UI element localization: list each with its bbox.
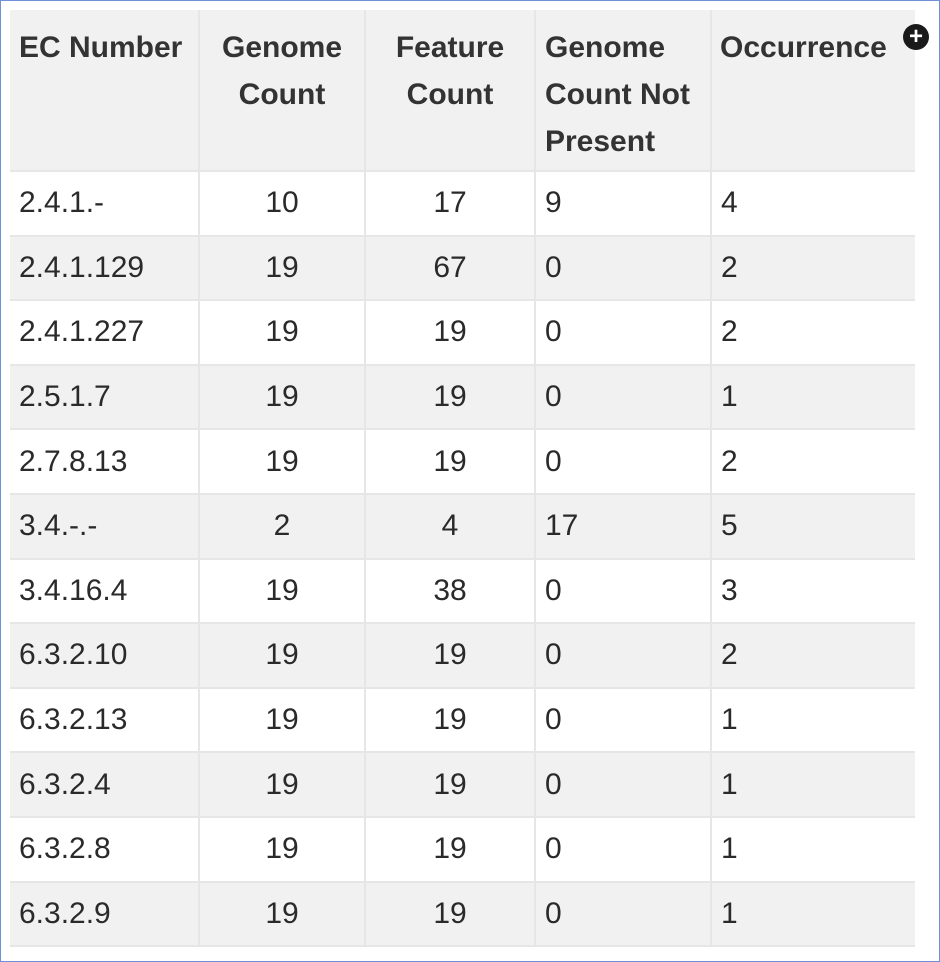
cell-genome-count: 19: [200, 817, 366, 883]
column-header-genome-count-not-present[interactable]: Genome Count Not Present: [536, 10, 712, 172]
cell-occurrence: 2: [712, 236, 915, 302]
cell-occurrence: 5: [712, 494, 915, 560]
plus-circle-icon[interactable]: +: [903, 24, 929, 50]
cell-ec-number: 2.4.1.-: [10, 172, 200, 237]
cell-occurrence: 2: [712, 301, 915, 366]
table-row[interactable]: 2.4.1.- 10 17 9 4: [10, 172, 915, 237]
cell-genome-count: 19: [200, 688, 366, 754]
cell-genome-count: 19: [200, 365, 366, 431]
cell-genome-count-not-present: 0: [536, 817, 712, 883]
table-row[interactable]: 2.5.1.7 19 19 0 1: [10, 365, 915, 431]
cell-genome-count-not-present: 0: [536, 559, 712, 625]
cell-occurrence: 1: [712, 365, 915, 431]
cell-feature-count: 19: [366, 430, 536, 495]
cell-occurrence: 2: [712, 624, 915, 689]
column-header-occurrence[interactable]: Occurrence +: [712, 10, 929, 172]
cell-ec-number: 3.4.-.-: [10, 494, 200, 560]
cell-ec-number: 2.5.1.7: [10, 365, 200, 431]
ec-number-table: EC Number Genome Count Feature Count Gen…: [10, 10, 929, 948]
cell-genome-count: 19: [200, 753, 366, 818]
cell-ec-number: 6.3.2.8: [10, 817, 200, 883]
column-header-ec-number[interactable]: EC Number: [10, 10, 200, 172]
cell-genome-count-not-present: 9: [536, 172, 712, 237]
column-header-genome-count[interactable]: Genome Count: [200, 10, 366, 172]
cell-ec-number: 6.3.2.10: [10, 624, 200, 689]
cell-feature-count: 19: [366, 688, 536, 754]
cell-ec-number: 6.3.2.9: [10, 882, 200, 948]
cell-feature-count: 67: [366, 236, 536, 302]
cell-occurrence: 1: [712, 688, 915, 754]
cell-ec-number: 3.4.16.4: [10, 559, 200, 625]
table-row[interactable]: 3.4.16.4 19 38 0 3: [10, 559, 915, 625]
cell-occurrence: 1: [712, 753, 915, 818]
table-row[interactable]: 3.4.-.- 2 4 17 5: [10, 494, 915, 560]
table-header-row: EC Number Genome Count Feature Count Gen…: [10, 10, 929, 172]
cell-genome-count: 19: [200, 236, 366, 302]
cell-occurrence: 2: [712, 430, 915, 495]
cell-occurrence: 1: [712, 882, 915, 948]
cell-feature-count: 4: [366, 494, 536, 560]
cell-genome-count: 19: [200, 624, 366, 689]
cell-occurrence: 4: [712, 172, 915, 237]
cell-feature-count: 17: [366, 172, 536, 237]
cell-genome-count: 19: [200, 882, 366, 948]
cell-ec-number: 2.7.8.13: [10, 430, 200, 495]
cell-genome-count: 19: [200, 301, 366, 366]
cell-genome-count-not-present: 0: [536, 236, 712, 302]
cell-genome-count: 10: [200, 172, 366, 237]
cell-feature-count: 38: [366, 559, 536, 625]
table-body: 2.4.1.- 10 17 9 4 2.4.1.129 19 67 0 2 2.4.1.227 19 1…: [10, 172, 915, 948]
cell-genome-count-not-present: 0: [536, 430, 712, 495]
cell-feature-count: 19: [366, 753, 536, 818]
cell-genome-count-not-present: 0: [536, 882, 712, 948]
cell-genome-count-not-present: 17: [536, 494, 712, 560]
cell-genome-count: 19: [200, 559, 366, 625]
cell-occurrence: 3: [712, 559, 915, 625]
table-row[interactable]: 6.3.2.13 19 19 0 1: [10, 688, 915, 754]
cell-feature-count: 19: [366, 365, 536, 431]
table-row[interactable]: 2.4.1.129 19 67 0 2: [10, 236, 915, 302]
cell-genome-count-not-present: 0: [536, 753, 712, 818]
cell-genome-count: 2: [200, 494, 366, 560]
cell-ec-number: 6.3.2.13: [10, 688, 200, 754]
cell-feature-count: 19: [366, 882, 536, 948]
cell-ec-number: 6.3.2.4: [10, 753, 200, 818]
cell-feature-count: 19: [366, 624, 536, 689]
table-row[interactable]: 6.3.2.10 19 19 0 2: [10, 624, 915, 689]
table-row[interactable]: 6.3.2.8 19 19 0 1: [10, 817, 915, 883]
cell-genome-count-not-present: 0: [536, 688, 712, 754]
scrollbar-gutter: [915, 172, 939, 961]
column-header-feature-count[interactable]: Feature Count: [366, 10, 536, 172]
table-row[interactable]: 6.3.2.9 19 19 0 1: [10, 882, 915, 948]
cell-ec-number: 2.4.1.227: [10, 301, 200, 366]
table-row[interactable]: 2.4.1.227 19 19 0 2: [10, 301, 915, 366]
cell-genome-count-not-present: 0: [536, 365, 712, 431]
cell-ec-number: 2.4.1.129: [10, 236, 200, 302]
cell-genome-count-not-present: 0: [536, 624, 712, 689]
cell-occurrence: 1: [712, 817, 915, 883]
cell-feature-count: 19: [366, 301, 536, 366]
cell-feature-count: 19: [366, 817, 536, 883]
table-row[interactable]: 2.7.8.13 19 19 0 2: [10, 430, 915, 495]
cell-genome-count: 19: [200, 430, 366, 495]
cell-genome-count-not-present: 0: [536, 301, 712, 366]
table-row[interactable]: 6.3.2.4 19 19 0 1: [10, 753, 915, 818]
